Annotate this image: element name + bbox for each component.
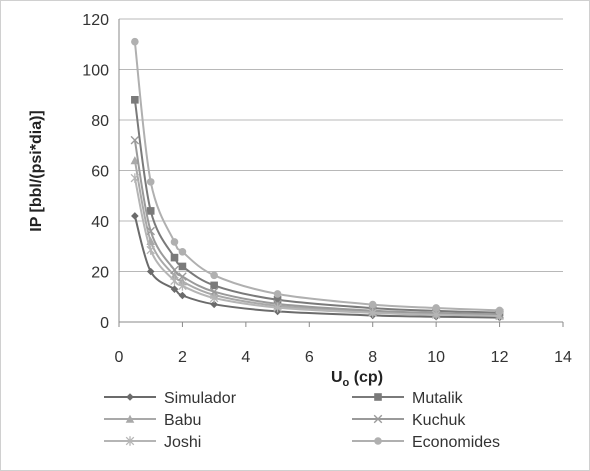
legend-marker-kuchuk [373,414,383,424]
data-point-economides-0 [131,37,139,46]
data-point-joshi-2 [170,276,179,286]
x-tick-label-2: 2 [178,349,187,366]
data-point-mutalik-5 [273,295,282,304]
legend-label-babu: Babu [164,412,201,429]
legend-label-mutalik: Mutalik [412,390,464,407]
legend-item-economides: Economides [352,434,500,451]
x-axis-title-rest: (cp) [349,369,383,386]
data-point-economides-6 [368,300,377,309]
data-point-kuchuk-4 [209,287,219,296]
series-simulador [131,212,504,322]
x-tick-labels: 0 2 4 6 8 10 12 14 [115,349,572,366]
axes [118,19,564,327]
x-tick-label-6: 6 [305,349,314,366]
legend-label-kuchuk: Kuchuk [412,412,466,429]
x-tick-label-12: 12 [491,349,509,366]
y-tick-label-60: 60 [91,164,109,181]
gridlines [119,18,563,272]
data-point-simulador-0 [131,212,139,220]
data-point-kuchuk-3 [178,272,187,281]
data-point-joshi-1 [146,245,155,255]
legend-label-joshi: Joshi [164,434,201,451]
legend-marker-babu [125,414,135,423]
data-point-joshi-4 [209,293,219,303]
data-point-economides-8 [495,306,504,315]
series-group [130,37,504,322]
series-economides [131,37,504,315]
data-point-mutalik-2 [170,253,179,262]
y-tick-label-40: 40 [91,214,109,231]
series-line-joshi [133,177,500,317]
data-point-mutalik-4 [210,281,218,290]
y-tick-label-100: 100 [82,63,109,80]
data-point-mutalik-1 [146,207,155,215]
data-point-kuchuk-1 [146,226,156,236]
x-axis-title: Uo (cp) [331,369,383,389]
data-point-mutalik-0 [131,96,139,104]
y-tick-label-0: 0 [100,315,109,332]
series-line-economides [133,41,500,312]
data-point-simulador-2 [170,285,179,293]
x-tick-label-0: 0 [115,349,124,366]
data-point-economides-4 [210,271,218,280]
data-point-simulador-4 [210,300,218,309]
legend-item-simulador: Simulador [104,390,237,407]
data-point-kuchuk-2 [170,265,179,275]
data-point-joshi-6 [368,308,377,318]
x-tick-label-8: 8 [368,349,377,366]
data-point-economides-3 [178,248,187,256]
data-point-economides-2 [170,238,179,246]
data-point-economides-1 [146,178,155,186]
data-point-economides-5 [273,290,282,298]
x-tick-label-14: 14 [554,349,572,366]
legend-marker-simulador [126,393,134,401]
data-point-babu-0 [130,156,140,165]
series-joshi [130,173,504,321]
legend: Simulador Mutalik Babu Kuchuk Joshi Economide… [104,390,500,451]
data-point-simulador-1 [146,267,155,276]
legend-item-kuchuk: Kuchuk [352,412,466,429]
y-axis-title: IP [bbl/(psi*dia)] [28,110,45,231]
data-point-joshi-5 [273,302,282,313]
series-line-simulador [133,215,500,319]
legend-item-babu: Babu [104,412,201,429]
series-kuchuk [130,135,504,319]
data-point-economides-7 [432,304,440,312]
legend-item-joshi: Joshi [104,434,201,451]
x-tick-label-4: 4 [241,349,250,366]
data-point-kuchuk-0 [130,135,140,145]
legend-marker-mutalik [374,393,382,401]
x-axis-title-main: U [331,369,343,386]
data-point-simulador-3 [178,291,187,300]
legend-marker-economides [374,437,382,445]
x-tick-label-10: 10 [427,349,445,366]
legend-item-mutalik: Mutalik [352,390,464,407]
legend-marker-joshi [125,436,135,446]
y-tick-label-80: 80 [91,113,109,130]
data-point-joshi-0 [130,173,140,183]
y-tick-label-20: 20 [91,265,109,282]
series-babu [130,156,504,319]
data-point-joshi-3 [178,281,187,291]
series-line-babu [133,160,500,317]
legend-label-economides: Economides [412,434,500,451]
y-tick-labels: 0 20 40 60 80 100 120 [82,12,109,332]
y-tick-label-120: 120 [82,12,109,29]
x-axis-title-sub: o [343,377,350,389]
data-point-mutalik-3 [178,262,187,271]
legend-label-simulador: Simulador [164,390,237,407]
